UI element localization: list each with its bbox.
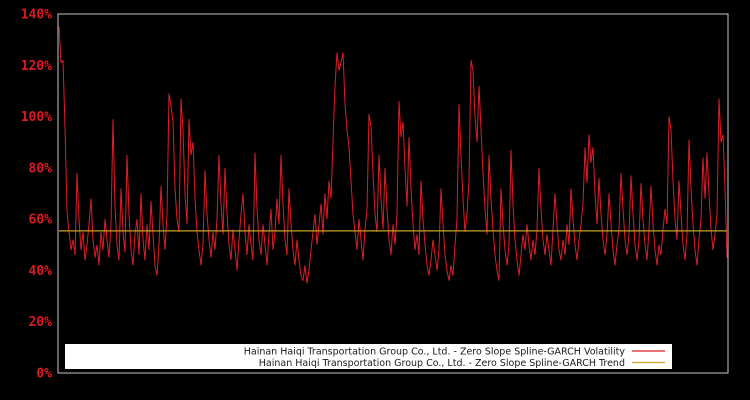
legend: Hainan Haiqi Transportation Group Co., L…: [65, 344, 672, 369]
y-axis-labels: 0% 20% 40% 60% 80% 100% 120% 140%: [21, 8, 52, 382]
volatility-line: [58, 26, 728, 284]
legend-label-volatility: Hainan Haiqi Transportation Group Co., L…: [244, 347, 626, 358]
y-tick-label: 140%: [21, 8, 52, 23]
y-tick-label: 120%: [21, 59, 52, 74]
legend-label-trend: Hainan Haiqi Transportation Group Co., L…: [259, 358, 625, 369]
y-tick-label: 0%: [36, 367, 52, 382]
plot-border: [57, 13, 729, 374]
y-tick-label: 100%: [21, 110, 52, 125]
y-tick-label: 80%: [29, 161, 53, 176]
y-tick-label: 20%: [29, 315, 53, 330]
legend-box: [65, 344, 672, 369]
y-tick-label: 40%: [29, 264, 53, 279]
y-tick-label: 60%: [29, 213, 53, 228]
